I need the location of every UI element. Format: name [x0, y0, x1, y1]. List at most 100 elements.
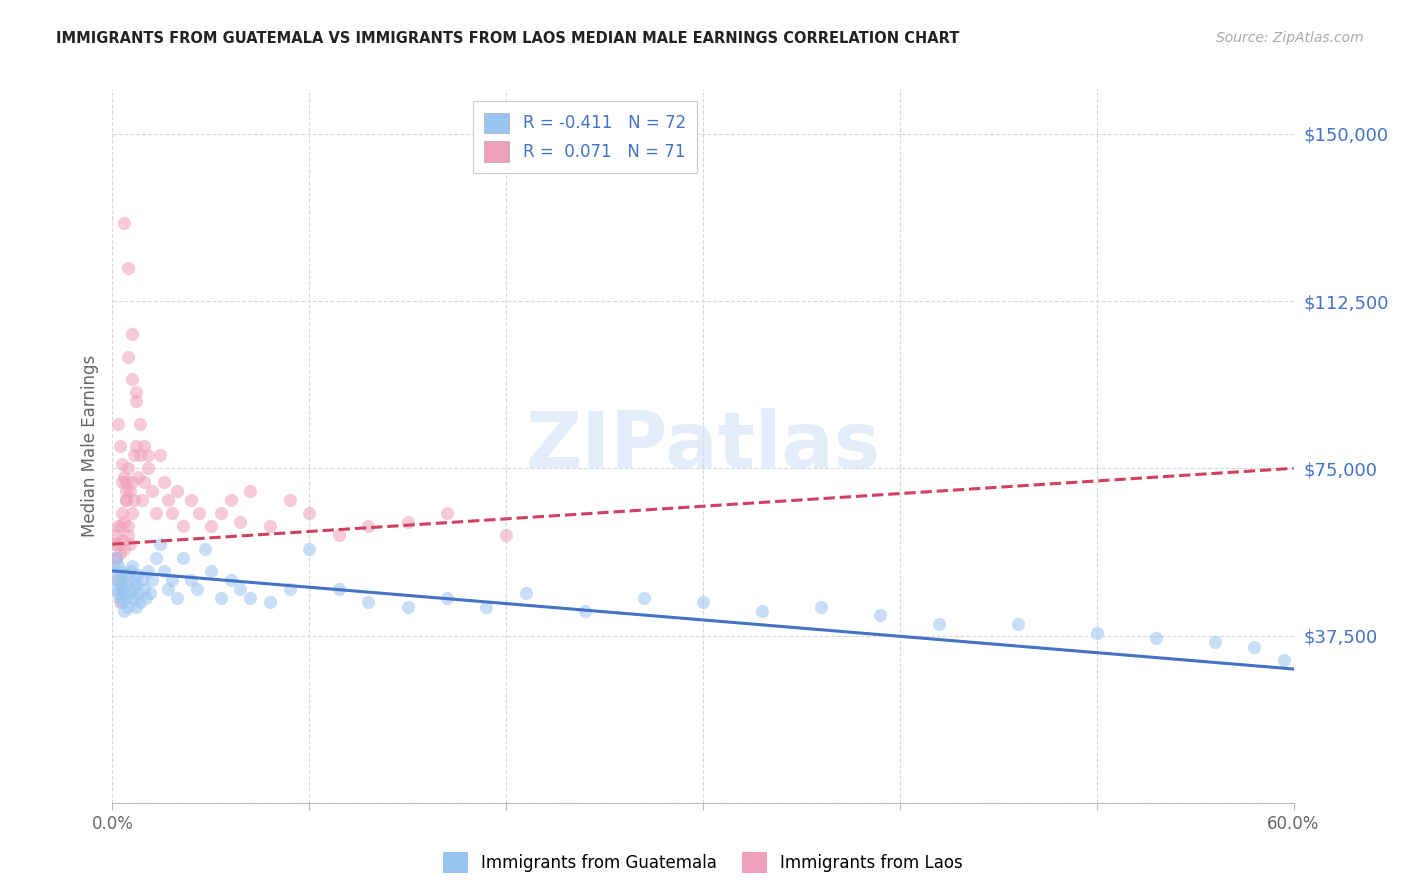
- Point: [110, 546, 132, 560]
- Point: [869, 608, 891, 623]
- Point: [105, 550, 128, 565]
- Point: [152, 475, 174, 489]
- Point: [112, 216, 135, 230]
- Point: [259, 595, 281, 609]
- Point: [110, 519, 132, 533]
- Point: [110, 591, 132, 605]
- Point: [115, 492, 138, 507]
- Point: [110, 564, 132, 578]
- Point: [136, 448, 159, 462]
- Point: [125, 439, 148, 453]
- Point: [121, 327, 143, 342]
- Point: [111, 595, 134, 609]
- Point: [200, 519, 222, 533]
- Point: [396, 515, 419, 529]
- Point: [110, 595, 132, 609]
- Point: [200, 564, 222, 578]
- Point: [180, 573, 202, 587]
- Point: [115, 568, 138, 582]
- Point: [132, 439, 155, 453]
- Point: [1243, 640, 1265, 654]
- Point: [107, 586, 129, 600]
- Y-axis label: Median Male Earnings: Median Male Earnings: [80, 355, 98, 537]
- Point: [136, 564, 159, 578]
- Text: Source: ZipAtlas.com: Source: ZipAtlas.com: [1216, 31, 1364, 45]
- Legend: Immigrants from Guatemala, Immigrants from Laos: Immigrants from Guatemala, Immigrants fr…: [436, 846, 970, 880]
- Point: [127, 470, 149, 484]
- Point: [107, 559, 129, 574]
- Point: [172, 519, 194, 533]
- Point: [107, 519, 129, 533]
- Point: [117, 461, 139, 475]
- Point: [122, 591, 145, 605]
- Point: [328, 582, 350, 596]
- Point: [396, 599, 419, 614]
- Point: [131, 492, 153, 507]
- Point: [107, 573, 129, 587]
- Point: [751, 604, 773, 618]
- Point: [129, 595, 152, 609]
- Point: [160, 506, 183, 520]
- Point: [103, 537, 125, 551]
- Point: [120, 483, 142, 498]
- Point: [105, 550, 128, 565]
- Point: [125, 385, 148, 400]
- Point: [115, 591, 138, 605]
- Point: [328, 528, 350, 542]
- Point: [209, 506, 232, 520]
- Point: [172, 550, 194, 565]
- Point: [136, 461, 159, 475]
- Point: [111, 573, 134, 587]
- Point: [125, 394, 148, 409]
- Point: [141, 483, 163, 498]
- Point: [129, 448, 152, 462]
- Point: [121, 582, 143, 596]
- Point: [139, 586, 162, 600]
- Point: [117, 260, 139, 275]
- Point: [117, 519, 139, 533]
- Point: [117, 528, 139, 542]
- Text: ZIPatlas: ZIPatlas: [526, 408, 880, 484]
- Point: [122, 448, 145, 462]
- Point: [107, 417, 129, 431]
- Point: [110, 439, 132, 453]
- Point: [111, 506, 134, 520]
- Point: [259, 519, 281, 533]
- Point: [298, 541, 321, 556]
- Point: [156, 492, 179, 507]
- Point: [122, 573, 145, 587]
- Point: [278, 582, 301, 596]
- Point: [1272, 653, 1295, 667]
- Point: [229, 582, 252, 596]
- Point: [515, 586, 537, 600]
- Point: [141, 573, 163, 587]
- Point: [117, 350, 139, 364]
- Point: [112, 541, 135, 556]
- Point: [1204, 635, 1226, 649]
- Point: [357, 519, 380, 533]
- Point: [156, 582, 179, 596]
- Point: [105, 528, 128, 542]
- Point: [1144, 631, 1167, 645]
- Point: [125, 577, 148, 591]
- Point: [115, 475, 138, 489]
- Point: [219, 573, 242, 587]
- Point: [357, 595, 380, 609]
- Point: [103, 564, 125, 578]
- Point: [239, 591, 262, 605]
- Point: [436, 506, 458, 520]
- Point: [112, 604, 135, 618]
- Point: [107, 537, 129, 551]
- Point: [115, 483, 138, 498]
- Point: [166, 591, 188, 605]
- Point: [120, 537, 142, 551]
- Point: [115, 492, 138, 507]
- Point: [117, 599, 139, 614]
- Point: [145, 550, 167, 565]
- Point: [160, 573, 183, 587]
- Point: [239, 483, 262, 498]
- Point: [121, 475, 143, 489]
- Point: [120, 586, 142, 600]
- Point: [298, 506, 321, 520]
- Point: [127, 586, 149, 600]
